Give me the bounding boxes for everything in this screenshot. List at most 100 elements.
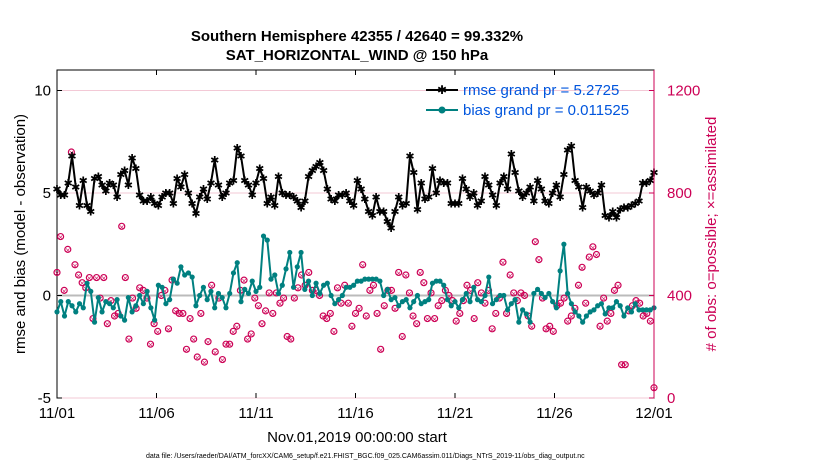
obs-assimilated-point: ×: [550, 328, 556, 336]
x-axis-label: Nov.01,2019 00:00:00 start: [267, 429, 448, 446]
obs-possible-point: [506, 271, 514, 279]
bias-point: [294, 264, 300, 270]
rmse-point: ✱: [131, 162, 140, 175]
rmse-point: ✱: [278, 187, 287, 200]
obs-assimilated-point: ×: [155, 328, 161, 336]
rmse-point: ✱: [379, 205, 388, 218]
obs-assimilated-point: ×: [471, 316, 477, 324]
obs-assimilated-point: ×: [561, 295, 567, 303]
rmse-point: ✱: [323, 183, 332, 196]
obs-possible-point: [452, 317, 460, 325]
rmse-point: ✱: [383, 216, 392, 229]
obs-possible-point: [330, 327, 338, 335]
obs-assimilated-point: ×: [205, 339, 211, 347]
obs-assimilated-point: ×: [374, 310, 380, 318]
bias-point: [73, 309, 79, 315]
x-tick-label: 11/06: [138, 405, 174, 422]
bias-point: [441, 282, 447, 288]
bias-point: [125, 294, 131, 301]
obs-possible-point: [614, 281, 622, 289]
bias-point: [65, 299, 71, 305]
bias-point: [257, 284, 263, 290]
legend-bias-label: bias grand pr = 0.011525: [463, 102, 629, 119]
bias-point: [69, 303, 75, 309]
obs-possible-point: [546, 322, 554, 330]
rmse-point: ✱: [345, 195, 354, 208]
bias-point: [152, 317, 158, 323]
obs-possible-point: [92, 273, 101, 282]
obs-assimilated-point: ×: [594, 252, 600, 260]
bias-point: [448, 303, 454, 309]
rmse-point: ✱: [559, 169, 568, 182]
bias-point: [54, 309, 60, 315]
bias-point: [95, 294, 101, 301]
bias-point: [407, 305, 413, 311]
rmse-point: ✱: [552, 179, 561, 192]
rmse-point: ✱: [405, 150, 414, 163]
bias-point: [516, 319, 522, 325]
obs-assimilated-point: ×: [511, 290, 517, 298]
rmse-point: ✱: [82, 199, 91, 212]
rmse-point: ✱: [97, 179, 106, 192]
obs-assimilated-point: ×: [421, 280, 427, 288]
obs-possible-point: [438, 297, 446, 305]
bias-point: [392, 294, 398, 301]
bias-point: [444, 297, 451, 303]
obs-possible-point: [333, 284, 342, 292]
bias-point: [580, 319, 586, 325]
obs-assimilated-point: ×: [331, 328, 337, 336]
obs-assimilated-point: ×: [392, 305, 398, 313]
obs-assimilated-point: ×: [320, 313, 326, 321]
bias-point: [471, 284, 477, 290]
obs-possible-point: [585, 253, 593, 261]
x-tick-label: 12/01: [635, 405, 673, 422]
bias-point: [80, 305, 86, 311]
rmse-point: ✱: [548, 187, 557, 200]
obs-assimilated-point: ×: [356, 305, 362, 313]
bias-point: [512, 297, 518, 303]
obs-possible-point: [121, 273, 129, 282]
obs-possible-point: [305, 268, 313, 277]
obs-assimilated-point: ×: [435, 303, 441, 311]
obs-assimilated-point: ×: [130, 295, 136, 303]
rmse-point: ✱: [488, 189, 497, 202]
obs-possible-point: [567, 312, 575, 320]
rmse-point: ✱: [450, 197, 459, 210]
obs-assimilated-point: ×: [612, 287, 618, 295]
bias-point: [133, 303, 139, 309]
rmse-point: ✱: [191, 208, 200, 221]
obs-assimilated-point: ×: [54, 269, 60, 277]
rmse-point: ✱: [263, 197, 272, 210]
obs-assimilated-point: ×: [148, 341, 154, 349]
obs-assimilated-point: ×: [522, 293, 528, 301]
obs-possible-point: [258, 320, 266, 328]
obs-assimilated-point: ×: [626, 308, 632, 316]
bias-point: [617, 303, 623, 309]
rmse-point: ✱: [319, 164, 328, 177]
obs-assimilated-point: ×: [162, 287, 168, 295]
rmse-point: ✱: [94, 171, 103, 184]
obs-assimilated-point: ×: [317, 293, 323, 301]
rmse-point: ✱: [435, 175, 444, 188]
obs-possible-point: [175, 309, 183, 318]
rmse-point: ✱: [296, 201, 305, 214]
bias-point: [426, 297, 432, 303]
x-axis: 11/01 11/06 11/11 11/16 11/21 11/26 12/01: [39, 70, 673, 422]
rmse-point: ✱: [357, 183, 366, 196]
bias-point: [204, 297, 210, 303]
rmse-point: ✱: [349, 199, 358, 212]
obs-assimilated-point: ×: [72, 262, 78, 270]
obs-assimilated-point: ×: [180, 310, 186, 318]
obs-possible-point: [589, 243, 597, 251]
bias-series: [54, 233, 657, 325]
obs-assimilated-point: ×: [335, 285, 341, 293]
obs-assimilated-point: ×: [389, 287, 395, 295]
obs-assimilated-point: ×: [65, 246, 71, 254]
bias-point: [260, 233, 267, 239]
rmse-point: ✱: [206, 177, 215, 190]
bias-point: [621, 313, 627, 319]
obs-assimilated-point: ×: [101, 275, 107, 283]
obs-possible-point: [74, 271, 83, 279]
bias-point: [354, 278, 360, 284]
